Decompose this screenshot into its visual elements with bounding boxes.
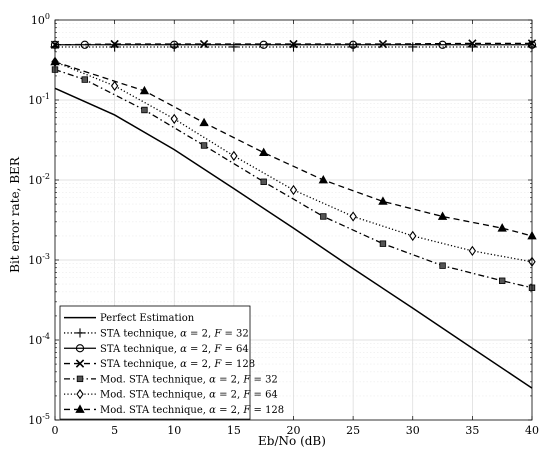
- legend-label: STA technique, α = 2, F = 32: [100, 328, 249, 339]
- x-tick-labels: 0 5 10 15 20 25 30 35 40: [52, 424, 540, 437]
- legend-label: Mod. STA technique, α = 2, F = 32: [100, 374, 278, 385]
- legend-label: STA technique, α = 2, F = 128: [100, 359, 255, 370]
- y-tick-label: 10-1: [28, 92, 50, 107]
- legend-box: [59, 305, 251, 420]
- square-marker: [439, 262, 446, 269]
- legend-entry: STA technique, α = 2, F = 32: [64, 328, 249, 339]
- x-axis-title: Eb/No (dB): [258, 434, 326, 448]
- triangle-marker: [75, 404, 85, 413]
- diamond-marker: [409, 230, 417, 242]
- x-tick-label: 30: [406, 424, 420, 437]
- x-tick-label: 35: [465, 424, 479, 437]
- legend-entry: Mod. STA technique, α = 2, F = 32: [64, 374, 278, 385]
- diamond-marker: [468, 245, 477, 257]
- square-marker: [379, 240, 387, 247]
- legend-label: STA technique, α = 2, F = 64: [100, 344, 249, 355]
- triangle-marker: [199, 117, 209, 127]
- plus-marker: [229, 42, 239, 52]
- square-marker: [200, 142, 208, 149]
- circle-marker: [348, 40, 358, 49]
- triangle-marker: [259, 147, 269, 157]
- x-tick-label: 25: [346, 424, 360, 437]
- legend-entry: STA technique, α = 2, F = 128: [64, 359, 255, 370]
- square-marker: [141, 106, 148, 114]
- diamond-marker: [170, 113, 178, 125]
- triangle-marker: [497, 223, 507, 232]
- triangle-marker: [437, 211, 448, 220]
- square-marker: [81, 76, 89, 83]
- y-tick-label: 10-4: [28, 332, 50, 347]
- series-layer: [50, 39, 537, 389]
- circle-marker: [75, 344, 85, 353]
- x-marker: [110, 39, 119, 49]
- triangle-marker: [318, 174, 328, 184]
- legend-entry: STA technique, α = 2, F = 64: [64, 344, 249, 355]
- triangle-marker: [378, 196, 388, 205]
- y-tick-label: 10-2: [28, 172, 50, 187]
- series-line: [54, 68, 533, 289]
- square-marker: [320, 213, 327, 220]
- x-marker: [199, 39, 209, 49]
- diamond-marker: [76, 389, 84, 400]
- diamond-marker: [289, 184, 298, 196]
- x-marker: [468, 39, 477, 48]
- x-tick-label: 0: [52, 424, 59, 437]
- y-tick-label: 10-5: [28, 412, 50, 427]
- square-marker: [260, 178, 267, 185]
- legend-label: Mod. STA technique, α = 2, F = 128: [100, 405, 284, 416]
- square-marker: [76, 375, 84, 383]
- legend-label: Mod. STA technique, α = 2, F = 64: [100, 390, 278, 401]
- y-tick-label: 100: [31, 12, 50, 27]
- legend-label: Perfect Estimation: [100, 313, 195, 324]
- series-0: [54, 87, 533, 389]
- diamond-marker: [349, 211, 357, 222]
- plus-marker: [408, 42, 418, 52]
- plus-marker: [75, 328, 85, 338]
- x-tick-label: 20: [287, 424, 301, 437]
- series-line: [54, 87, 533, 389]
- circle-marker: [438, 40, 447, 49]
- diamond-marker: [230, 150, 238, 162]
- x-marker: [75, 359, 85, 368]
- series-3: [50, 39, 537, 49]
- legend-entry: Mod. STA technique, α = 2, F = 64: [64, 389, 278, 401]
- diamond-marker: [110, 80, 119, 92]
- x-tick-label: 15: [227, 424, 241, 437]
- circle-marker: [259, 40, 268, 49]
- legend: Perfect Estimation STA technique, α = 2, …: [59, 305, 284, 420]
- square-marker: [498, 277, 506, 284]
- x-tick-label: 10: [167, 424, 181, 437]
- axis-ticks: [54, 19, 533, 421]
- circle-marker: [170, 40, 179, 49]
- y-axis-title: Bit error rate, BER: [8, 156, 22, 273]
- x-tick-label: 40: [525, 424, 539, 437]
- x-tick-label: 5: [111, 424, 118, 437]
- y-tick-label: 10-3: [28, 252, 50, 267]
- legend-entry: Mod. STA technique, α = 2, F = 128: [64, 404, 284, 416]
- legend-entry: Perfect Estimation: [64, 313, 195, 324]
- x-marker: [378, 39, 388, 49]
- triangle-marker: [139, 85, 150, 95]
- x-marker: [289, 39, 298, 49]
- y-tick-labels: 100 10-1 10-2 10-3 10-4 10-5: [28, 12, 50, 427]
